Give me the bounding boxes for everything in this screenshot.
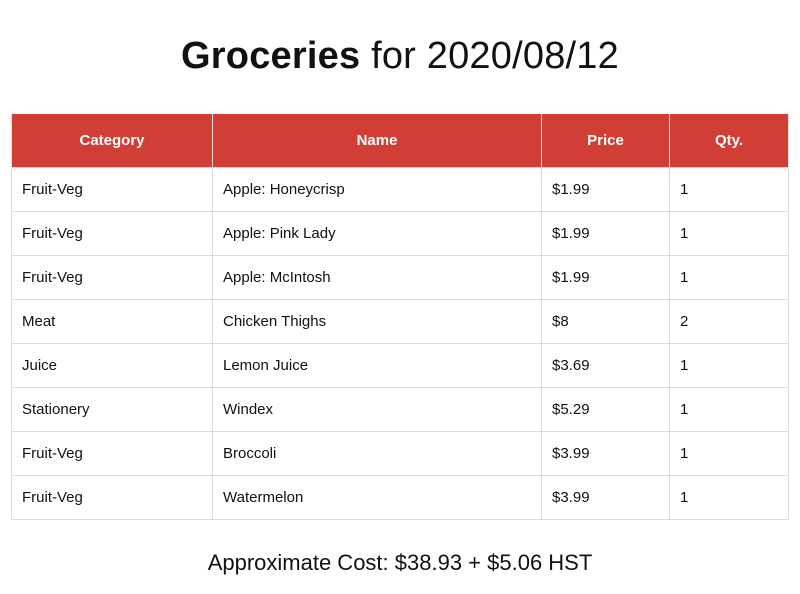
column-header-price: Price xyxy=(541,114,670,168)
cell-category: Fruit-Veg xyxy=(11,255,213,300)
cell-qty: 1 xyxy=(669,475,789,520)
table-row: Stationery Windex $5.29 1 xyxy=(11,387,789,432)
table-row: Fruit-Veg Watermelon $3.99 1 xyxy=(11,475,789,520)
cell-name: Apple: Honeycrisp xyxy=(212,167,542,212)
cell-category: Stationery xyxy=(11,387,213,432)
cell-qty: 1 xyxy=(669,167,789,212)
cell-name: Broccoli xyxy=(212,431,542,476)
cell-qty: 2 xyxy=(669,299,789,344)
column-header-qty: Qty. xyxy=(669,114,789,168)
table-row: Meat Chicken Thighs $8 2 xyxy=(11,299,789,344)
table-row: Juice Lemon Juice $3.69 1 xyxy=(11,343,789,388)
cell-qty: 1 xyxy=(669,255,789,300)
cell-category: Juice xyxy=(11,343,213,388)
table-header-row: Category Name Price Qty. xyxy=(11,114,789,168)
cell-qty: 1 xyxy=(669,387,789,432)
cell-price: $3.99 xyxy=(541,431,670,476)
cell-category: Fruit-Veg xyxy=(11,431,213,476)
grocery-table: Category Name Price Qty. Fruit-Veg Apple… xyxy=(11,114,789,520)
table-row: Fruit-Veg Apple: Honeycrisp $1.99 1 xyxy=(11,167,789,212)
cell-category: Fruit-Veg xyxy=(11,475,213,520)
cell-price: $5.29 xyxy=(541,387,670,432)
cell-qty: 1 xyxy=(669,343,789,388)
table-row: Fruit-Veg Apple: Pink Lady $1.99 1 xyxy=(11,211,789,256)
cell-price: $1.99 xyxy=(541,255,670,300)
cell-price: $3.99 xyxy=(541,475,670,520)
cell-price: $1.99 xyxy=(541,211,670,256)
column-header-name: Name xyxy=(212,114,542,168)
cell-category: Fruit-Veg xyxy=(11,167,213,212)
column-header-category: Category xyxy=(11,114,213,168)
approximate-cost-summary: Approximate Cost: $38.93 + $5.06 HST xyxy=(207,550,593,575)
cell-name: Windex xyxy=(212,387,542,432)
cell-name: Chicken Thighs xyxy=(212,299,542,344)
page-title: Groceries for 2020/08/12 xyxy=(0,32,800,80)
cell-category: Fruit-Veg xyxy=(11,211,213,256)
cell-name: Lemon Juice xyxy=(212,343,542,388)
cell-qty: 1 xyxy=(669,431,789,476)
cell-name: Apple: McIntosh xyxy=(212,255,542,300)
cell-name: Watermelon xyxy=(212,475,542,520)
page-title-date: for 2020/08/12 xyxy=(371,35,619,77)
cell-price: $1.99 xyxy=(541,167,670,212)
cell-name: Apple: Pink Lady xyxy=(212,211,542,256)
table-row: Fruit-Veg Apple: McIntosh $1.99 1 xyxy=(11,255,789,300)
table-row: Fruit-Veg Broccoli $3.99 1 xyxy=(11,431,789,476)
cell-qty: 1 xyxy=(669,211,789,256)
cell-price: $8 xyxy=(541,299,670,344)
cell-category: Meat xyxy=(11,299,213,344)
cell-price: $3.69 xyxy=(541,343,670,388)
page-title-bold: Groceries xyxy=(181,35,361,77)
